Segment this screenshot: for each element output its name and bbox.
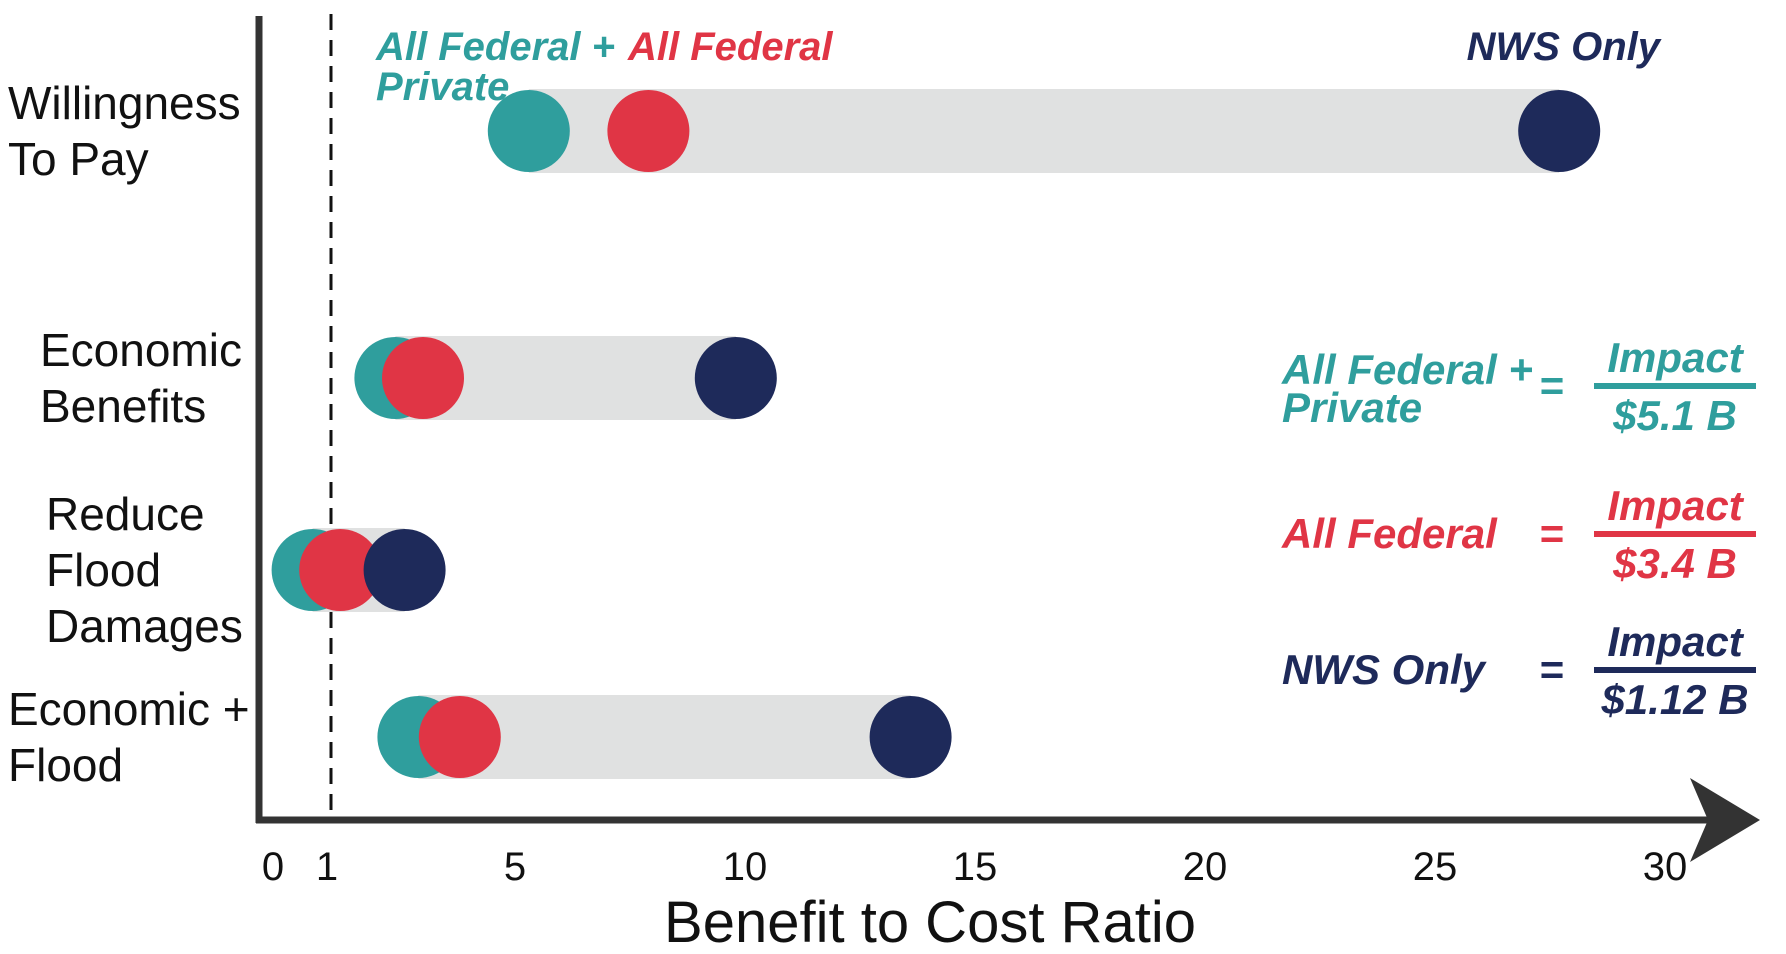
legend-equals-all-federal-private: = bbox=[1540, 362, 1565, 409]
point-all-federal-willingness-to-pay bbox=[607, 90, 690, 172]
point-all-federal-economic-benefits bbox=[382, 337, 464, 419]
category-label-reduce-flood-damages-line-3: Damages bbox=[46, 600, 243, 652]
legend-numerator-all-federal-private: Impact bbox=[1607, 334, 1744, 381]
range-bar-willingness-to-pay bbox=[528, 89, 1560, 173]
legend-numerator-nws-only: Impact bbox=[1607, 618, 1744, 665]
legend-denominator-all-federal: $3.4 B bbox=[1612, 540, 1737, 587]
axes bbox=[255, 16, 1760, 862]
range-bars bbox=[312, 89, 1560, 779]
legend-label-all-federal-private-line-1: All Federal + bbox=[1281, 346, 1533, 393]
category-label-reduce-flood-damages-line-2: Flood bbox=[46, 544, 161, 596]
data-points bbox=[271, 90, 1601, 778]
category-label-economic-benefits-line-2: Benefits bbox=[40, 380, 206, 432]
point-all-federal-private-willingness-to-pay bbox=[487, 90, 570, 172]
x-tick-label-10: 10 bbox=[723, 845, 768, 889]
x-axis-title: Benefit to Cost Ratio bbox=[664, 890, 1196, 954]
category-label-economic-benefits-line-1: Economic bbox=[40, 324, 242, 376]
x-tick-label-30: 30 bbox=[1643, 845, 1688, 889]
x-tick-label-0: 0 bbox=[262, 845, 284, 889]
legend-denominator-nws-only: $1.12 B bbox=[1600, 676, 1748, 723]
series-label-all-federal-line-1: All Federal bbox=[627, 25, 833, 69]
category-label-economic-flood-line-1: Economic + bbox=[8, 683, 250, 735]
series-label-nws-only-line-1: NWS Only bbox=[1467, 25, 1662, 69]
legend-label-all-federal-private-line-2: Private bbox=[1282, 384, 1422, 431]
legend-label-all-federal-line-1: All Federal bbox=[1281, 510, 1498, 557]
x-tick-label-15: 15 bbox=[953, 845, 998, 889]
legend: All Federal +Private = Impact $5.1 B All Fed… bbox=[1281, 334, 1756, 723]
category-label-willingness-to-pay-line-2: To Pay bbox=[8, 133, 149, 185]
series-label-all-federal-private-line-1: All Federal + bbox=[375, 25, 615, 69]
point-nws-only-reduce-flood-damages bbox=[363, 529, 446, 611]
x-tick-label-20: 20 bbox=[1183, 845, 1228, 889]
series-label-all-federal-private-line-2: Private bbox=[376, 65, 509, 109]
x-tick-label-25: 25 bbox=[1413, 845, 1458, 889]
x-tick-label-1: 1 bbox=[316, 845, 338, 889]
x-tick-label-5: 5 bbox=[504, 845, 526, 889]
category-label-willingness-to-pay-line-1: Willingness bbox=[8, 77, 241, 129]
category-label-reduce-flood-damages-line-1: Reduce bbox=[46, 488, 205, 540]
point-nws-only-economic-benefits bbox=[694, 337, 777, 419]
legend-equals-nws-only: = bbox=[1540, 646, 1565, 693]
point-nws-only-economic-flood bbox=[869, 696, 952, 778]
legend-denominator-all-federal-private: $5.1 B bbox=[1612, 392, 1737, 439]
legend-equals-all-federal: = bbox=[1540, 510, 1565, 557]
legend-numerator-all-federal: Impact bbox=[1607, 482, 1744, 529]
point-nws-only-willingness-to-pay bbox=[1518, 90, 1601, 172]
point-all-federal-reduce-flood-damages bbox=[299, 529, 382, 611]
legend-label-nws-only-line-1: NWS Only bbox=[1282, 646, 1488, 693]
category-label-economic-flood-line-2: Flood bbox=[8, 739, 123, 791]
point-all-federal-economic-flood bbox=[418, 696, 501, 778]
x-axis-arrow-icon bbox=[1690, 778, 1760, 862]
